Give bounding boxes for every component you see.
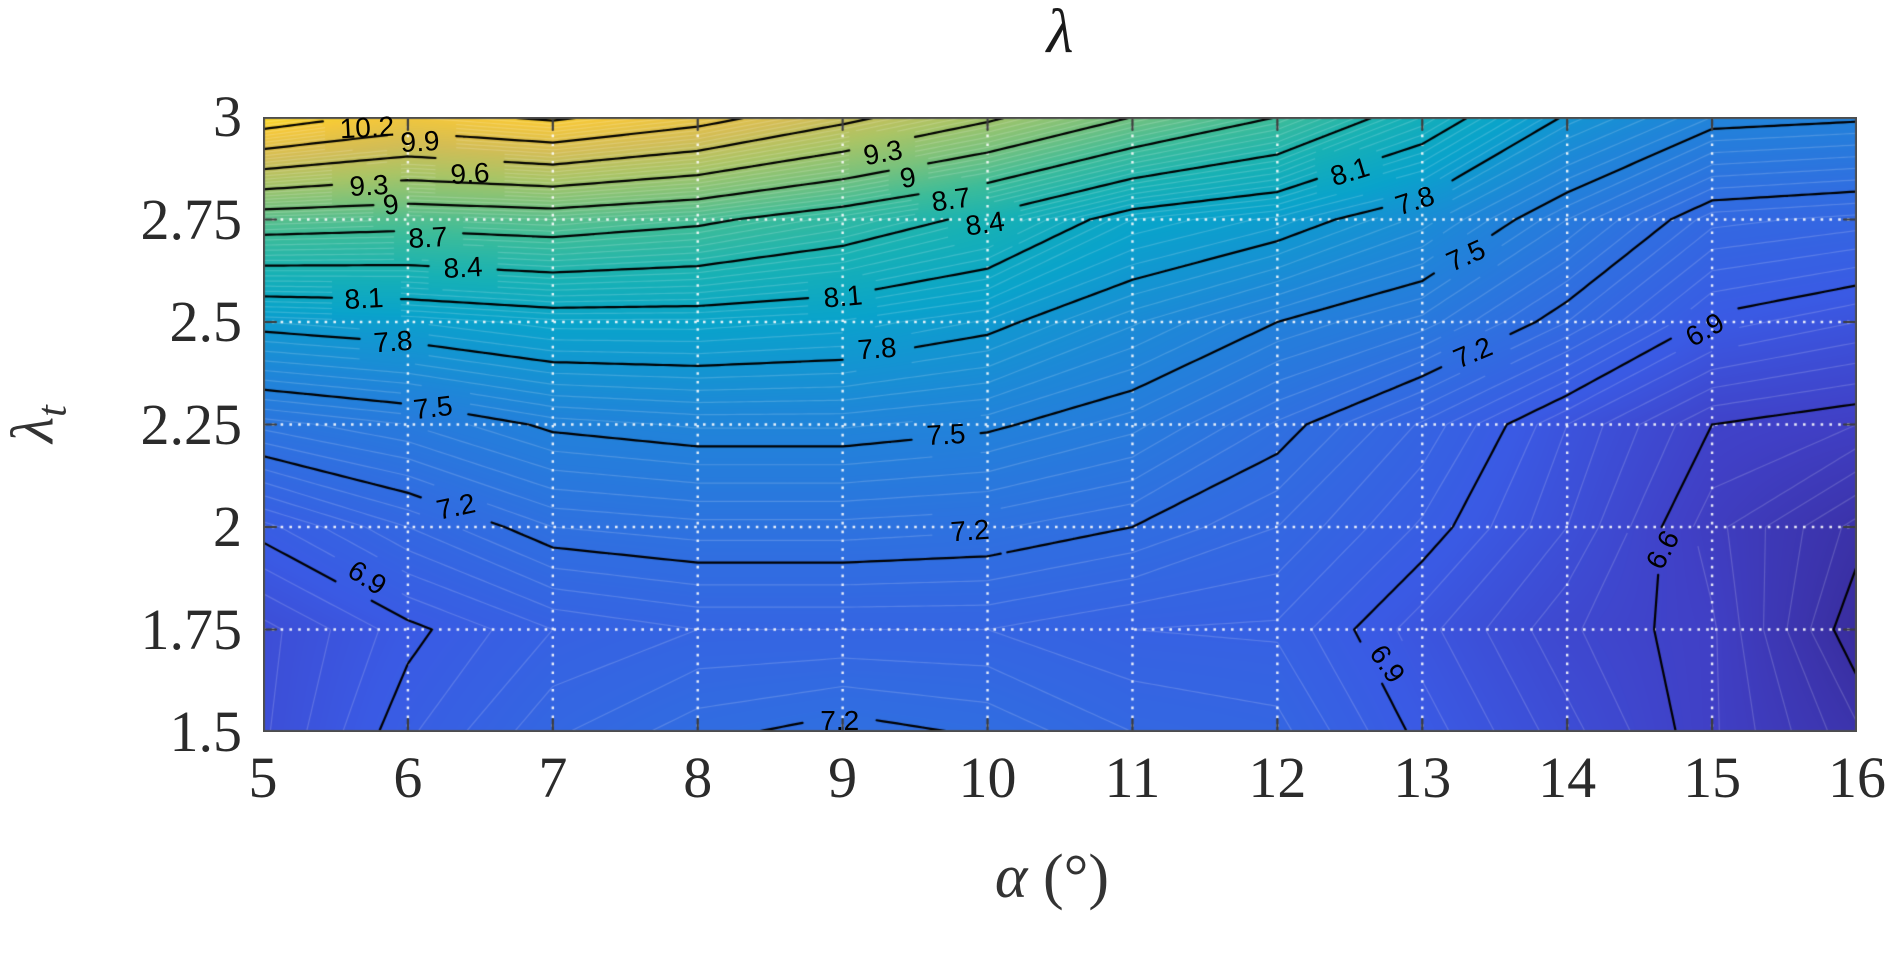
x-tick-label: 9 bbox=[828, 745, 858, 810]
contour-label: 9.9 bbox=[399, 125, 440, 159]
contour-label: 7.5 bbox=[411, 389, 454, 426]
contour-label: 8.7 bbox=[407, 220, 449, 254]
contour-label: 8.1 bbox=[344, 282, 385, 316]
alpha-symbol: α bbox=[994, 843, 1028, 911]
x-tick-label: 13 bbox=[1393, 745, 1452, 810]
contour-label: 8.1 bbox=[821, 278, 864, 314]
contour-label: 10.2 bbox=[339, 111, 396, 145]
degree-unit: (°) bbox=[1027, 843, 1110, 911]
lambda-symbol: λ bbox=[0, 416, 66, 443]
plot-area: 10.2 9.9 9.6 9.3 9 8.7 8.4 8.1 7.8 7.5 7.2 6.9 9.3 9 8… bbox=[263, 111, 1857, 736]
contour-label: 8.4 bbox=[963, 205, 1007, 242]
contour-label: 8.4 bbox=[442, 250, 484, 284]
x-tick-label: 11 bbox=[1104, 745, 1161, 810]
x-tick-label: 16 bbox=[1828, 745, 1886, 810]
x-tick-label: 6 bbox=[393, 745, 423, 810]
contour-label: 7.2 bbox=[949, 513, 991, 548]
y-tick-label: 3 bbox=[213, 84, 242, 149]
lambda-subscript: t bbox=[29, 405, 76, 417]
y-axis-label: λt bbox=[0, 405, 75, 443]
x-tick-label: 8 bbox=[683, 745, 713, 810]
x-tick-label: 7 bbox=[538, 745, 568, 810]
x-tick-label: 14 bbox=[1538, 745, 1597, 810]
figure-title: λ bbox=[1046, 0, 1074, 66]
y-tick-label: 2 bbox=[213, 494, 242, 559]
contour-label: 7.2 bbox=[820, 704, 860, 736]
x-tick-label: 12 bbox=[1248, 745, 1307, 810]
y-tick-label: 2.75 bbox=[140, 186, 243, 252]
contour-label: 7.8 bbox=[856, 331, 898, 366]
y-tick-label: 2.5 bbox=[169, 289, 243, 354]
contour-plot-canvas bbox=[263, 117, 1857, 732]
x-tick-label: 10 bbox=[958, 745, 1017, 810]
contour-label: 7.8 bbox=[372, 324, 414, 358]
x-tick-label: 15 bbox=[1683, 745, 1742, 810]
contour-label: 9.6 bbox=[449, 156, 491, 190]
y-tick-label: 1.5 bbox=[169, 699, 243, 764]
y-tick-label: 1.75 bbox=[140, 596, 243, 662]
contour-label: 7.5 bbox=[925, 417, 966, 451]
x-axis-label: α (°) bbox=[995, 842, 1109, 913]
contour-label: 9 bbox=[380, 187, 401, 221]
x-tick-label: 5 bbox=[248, 745, 278, 810]
y-tick-label: 2.25 bbox=[140, 391, 243, 457]
